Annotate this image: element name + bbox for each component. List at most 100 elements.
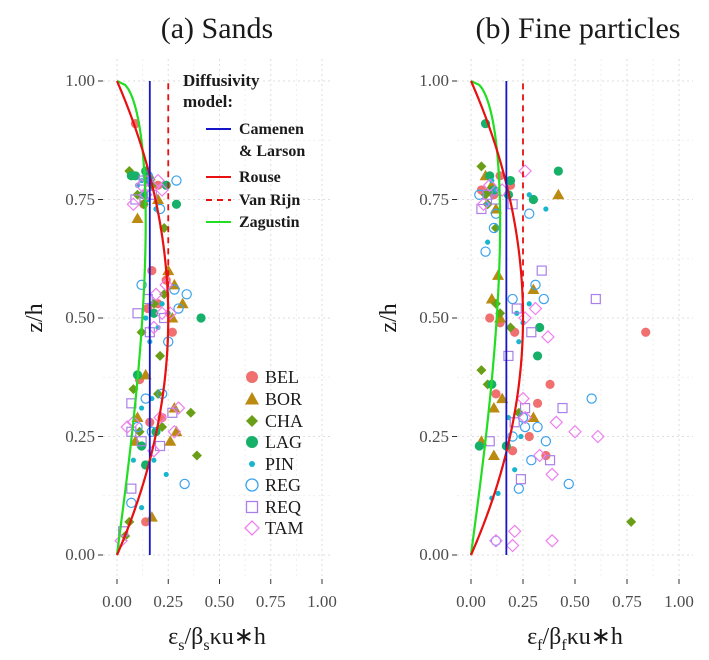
x-tick-label: 0.75 — [256, 592, 286, 611]
data-point-req — [146, 189, 157, 200]
data-point-bel — [491, 389, 501, 399]
data-point-tam — [149, 287, 163, 302]
legend-marker-cha — [246, 415, 258, 427]
data-point-bor — [176, 297, 189, 309]
data-point-reg — [154, 203, 166, 215]
data-point-cha — [626, 516, 637, 527]
x-tick-label: 0.50 — [205, 592, 235, 611]
panel-a-model-lines — [115, 80, 170, 556]
data-point-bel — [147, 266, 157, 276]
data-point-reg — [171, 175, 182, 186]
data-point-req — [544, 455, 556, 466]
panel-a-ticks — [98, 80, 323, 584]
data-point-tam — [167, 424, 182, 439]
data-point-pin — [139, 177, 145, 184]
data-point-tam — [518, 311, 532, 325]
legend-label-van-rijn: Van Rijn — [239, 192, 300, 209]
site-legend-label: BEL — [265, 367, 299, 387]
panel-a-x-tick-labels: 0.00 0.25 0.50 0.75 1.00 — [102, 592, 337, 611]
data-point-bor — [131, 212, 144, 223]
data-point-tam — [151, 173, 165, 188]
data-point-tam — [518, 164, 532, 178]
model-curve-zagustin — [115, 80, 147, 556]
data-point-reg — [538, 293, 550, 305]
data-point-tam — [155, 306, 169, 321]
x-tick-label: 1.00 — [664, 592, 694, 611]
panel-a-x-axis-title: εs/βsκu∗h — [168, 624, 266, 654]
data-point-bor — [162, 264, 175, 276]
data-point-reg — [169, 284, 180, 295]
data-point-tam — [126, 197, 141, 212]
data-point-cha — [476, 161, 487, 172]
data-point-lag — [505, 175, 516, 186]
data-point-bel — [532, 398, 543, 408]
data-point-req — [136, 436, 147, 447]
x-tick-label: 0.75 — [612, 592, 642, 611]
data-point-cha — [148, 298, 159, 309]
data-point-req — [519, 402, 531, 414]
y-tick-label: 0.25 — [419, 427, 449, 446]
data-point-tam — [541, 330, 555, 344]
data-point-bor — [487, 402, 500, 413]
data-point-reg — [507, 431, 518, 442]
site-legend-markers — [244, 371, 260, 536]
data-point-pin — [495, 490, 501, 496]
panel-b-model-lines — [469, 80, 525, 556]
data-point-tam — [591, 429, 605, 444]
data-point-tam — [507, 524, 522, 539]
data-point-pin — [159, 301, 165, 307]
legend-label-camenen-larson: Camenen — [239, 121, 304, 138]
panel-sands: (a) Sands 1.00 0.75 0.50 0.25 0.00 0.00 … — [22, 12, 337, 654]
x-tick-label: 0.25 — [508, 592, 538, 611]
data-point-tam — [153, 410, 167, 425]
data-point-bor — [527, 411, 540, 423]
data-point-pin — [151, 457, 157, 463]
data-point-bor — [487, 449, 500, 460]
panel-a-y-tick-labels: 1.00 0.75 0.50 0.25 0.00 — [65, 71, 95, 564]
data-point-req — [511, 303, 522, 314]
data-point-lag — [553, 166, 563, 176]
legend-label-rouse: Rouse — [239, 169, 281, 186]
data-point-reg — [519, 421, 531, 433]
data-point-pin — [526, 301, 532, 307]
data-point-tam — [545, 467, 559, 482]
data-point-tam — [549, 415, 564, 430]
data-point-reg — [490, 535, 502, 546]
data-point-bor — [496, 392, 509, 404]
legend-marker-lag — [246, 436, 258, 448]
data-point-reg — [526, 455, 537, 466]
data-point-pin — [485, 239, 491, 245]
data-point-cha — [476, 365, 487, 376]
data-point-req — [126, 483, 137, 494]
data-point-req — [503, 350, 514, 362]
model-curve-van-rijn — [116, 81, 170, 556]
data-point-reg — [173, 303, 184, 314]
legend-marker-tam — [244, 520, 260, 536]
panel-b-y-tick-labels: 1.00 0.75 0.50 0.25 0.00 — [419, 71, 449, 564]
y-tick-label: 0.00 — [65, 545, 95, 564]
data-point-reg — [563, 478, 574, 490]
y-tick-label: 1.00 — [65, 71, 95, 90]
data-point-lag — [532, 351, 543, 361]
x-tick-label: 0.25 — [153, 592, 183, 611]
y-tick-label: 0.50 — [65, 308, 95, 327]
panel-b-x-axis-title: εf/βfκu∗h — [527, 624, 623, 654]
data-point-cha — [191, 450, 202, 461]
x-tick-label: 0.00 — [102, 592, 132, 611]
data-point-reg — [532, 421, 543, 433]
site-legend-label: BOR — [265, 389, 302, 409]
data-point-reg — [586, 393, 597, 404]
site-legend-label: TAM — [265, 518, 304, 538]
data-point-req — [476, 203, 487, 215]
site-legend-label: CHA — [265, 411, 303, 431]
data-point-cha — [155, 350, 166, 361]
data-point-bel — [524, 431, 534, 442]
data-point-bor — [164, 435, 177, 446]
legend-marker-bor — [245, 392, 259, 405]
data-point-tam — [120, 420, 135, 434]
data-point-req — [557, 402, 568, 414]
data-point-cha — [185, 407, 196, 418]
y-tick-label: 0.00 — [419, 545, 449, 564]
data-point-pin — [139, 405, 145, 411]
